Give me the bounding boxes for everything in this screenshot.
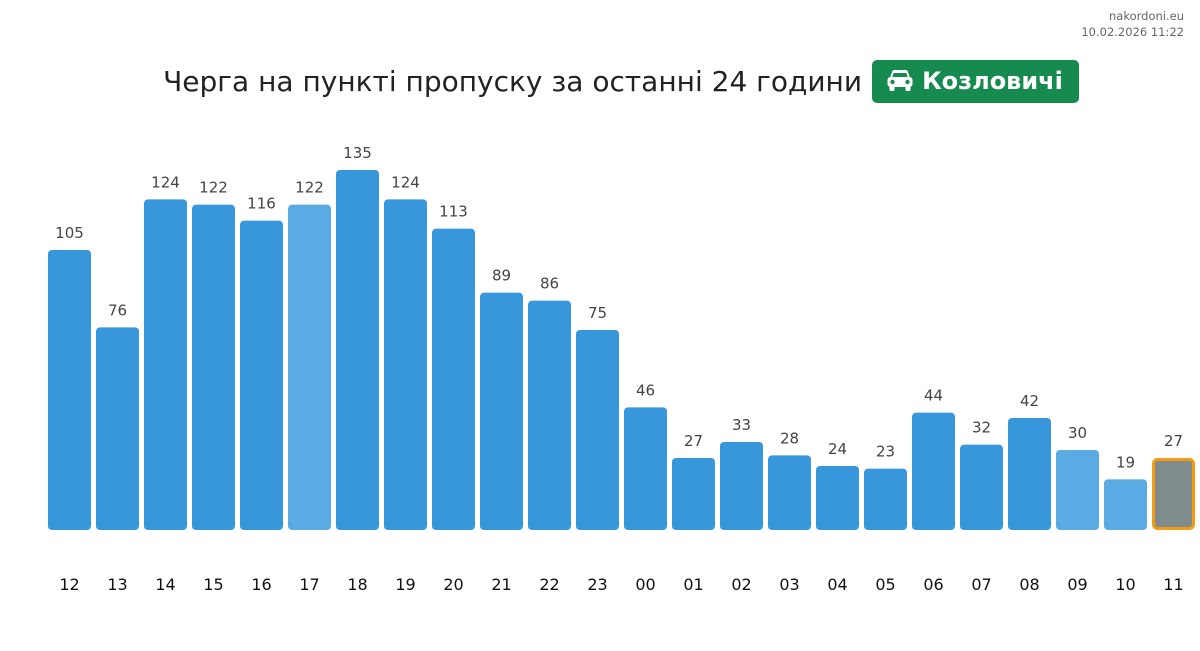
value-label-06: 44 [924,387,943,405]
value-label-02: 33 [732,416,751,434]
x-tick-06: 06 [923,575,943,594]
bar-17 [288,204,331,530]
value-label-21: 89 [492,267,511,285]
value-label-20: 113 [439,203,468,221]
bar-14 [144,199,187,531]
bar-22 [528,300,571,530]
x-tick-08: 08 [1019,575,1039,594]
bar-05 [864,468,907,530]
x-tick-04: 04 [827,575,847,594]
x-tick-16: 16 [251,575,271,594]
bar-15 [192,204,235,530]
value-label-15: 122 [199,179,228,197]
car-icon [886,69,914,93]
value-label-12: 105 [55,224,84,242]
brand-block: nakordoni.eu 10.02.2026 11:22 [1081,8,1184,40]
bar-07 [960,444,1003,530]
x-tick-11: 11 [1163,575,1183,594]
bar-21 [480,292,523,530]
x-tick-18: 18 [347,575,367,594]
bar-19 [384,199,427,531]
value-label-09: 30 [1068,424,1087,442]
timestamp: 10.02.2026 11:22 [1081,25,1184,39]
value-label-18: 135 [343,144,372,162]
bar-18 [336,170,379,530]
value-label-23: 75 [588,304,607,322]
x-tick-10: 10 [1115,575,1135,594]
bar-01 [672,458,715,530]
site-name: nakordoni.eu [1109,9,1184,23]
value-label-11: 27 [1164,432,1183,450]
x-tick-14: 14 [155,575,175,594]
value-label-00: 46 [636,381,655,399]
bar-23 [576,330,619,530]
bar-12 [48,250,91,530]
bar-11 [1152,458,1195,530]
bar-13 [96,327,139,530]
bar-08 [1008,418,1051,530]
x-tick-03: 03 [779,575,799,594]
x-tick-19: 19 [395,575,415,594]
x-tick-22: 22 [539,575,559,594]
value-label-19: 124 [391,173,420,191]
x-tick-00: 00 [635,575,655,594]
value-label-10: 19 [1116,453,1135,471]
x-tick-05: 05 [875,575,895,594]
value-label-13: 76 [108,301,127,319]
value-label-16: 116 [247,195,276,213]
value-label-04: 24 [828,440,847,458]
x-tick-17: 17 [299,575,319,594]
value-label-01: 27 [684,432,703,450]
x-tick-15: 15 [203,575,223,594]
bar-03 [768,455,811,530]
bar-04 [816,466,859,530]
value-label-05: 23 [876,443,895,461]
bar-09 [1056,450,1099,530]
bar-20 [432,228,475,530]
value-label-08: 42 [1020,392,1039,410]
value-label-03: 28 [780,429,799,447]
x-tick-21: 21 [491,575,511,594]
x-tick-07: 07 [971,575,991,594]
x-tick-20: 20 [443,575,463,594]
bar-10 [1104,479,1147,530]
value-label-07: 32 [972,419,991,437]
x-tick-12: 12 [59,575,79,594]
x-tick-02: 02 [731,575,751,594]
x-tick-01: 01 [683,575,703,594]
bar-16 [240,220,283,530]
chart-title: Черга на пункті пропуску за останні 24 г… [163,64,863,98]
bar-02 [720,442,763,530]
value-label-22: 86 [540,275,559,293]
chart-header: Черга на пункті пропуску за останні 24 г… [0,58,1200,104]
checkpoint-badge: Козловичі [872,59,1079,103]
bar-00 [624,407,667,530]
value-label-14: 124 [151,173,180,191]
x-tick-23: 23 [587,575,607,594]
x-tick-13: 13 [107,575,127,594]
checkpoint-name: Козловичі [922,67,1063,95]
x-tick-09: 09 [1067,575,1087,594]
value-label-17: 122 [295,179,324,197]
bar-06 [912,412,955,530]
